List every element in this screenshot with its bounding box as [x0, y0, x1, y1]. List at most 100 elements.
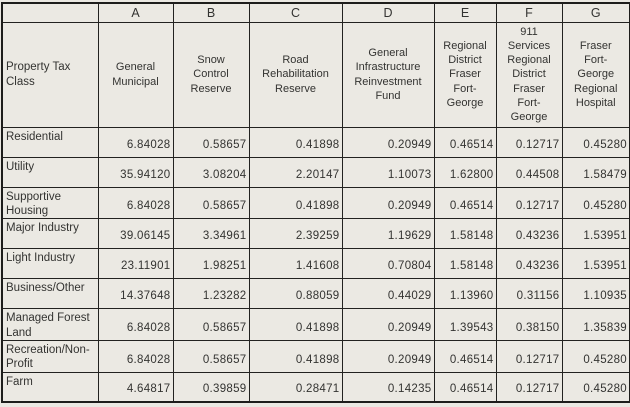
- table-cell: 0.58657: [172, 126, 250, 158]
- table-cell: 0.58657: [172, 308, 250, 342]
- table-row: Utility 35.94120 3.08204 2.20147 1.10073 1.62…: [1, 156, 630, 188]
- table-cell: 0.44508: [495, 156, 563, 188]
- table-cell: 1.10935: [561, 278, 630, 310]
- table-cell: 0.12717: [495, 126, 563, 158]
- row-label: Farm: [1, 371, 99, 403]
- column-header: 911 Services Regional District Fraser Fo…: [495, 21, 563, 128]
- table-cell: 6.84028: [97, 126, 174, 158]
- table-row: Managed Forest Land 6.84028 0.58657 0.41898…: [1, 308, 630, 342]
- table-cell: 0.28471: [248, 371, 343, 403]
- table-cell: 1.39543: [433, 308, 497, 342]
- table-cell: 6.84028: [97, 186, 174, 220]
- table-cell: 1.13960: [433, 278, 497, 310]
- table-cell: 0.20949: [341, 186, 435, 220]
- column-header: General Municipal: [97, 21, 174, 128]
- row-label: Residential: [1, 126, 99, 158]
- column-header: Snow Control Reserve: [172, 21, 250, 128]
- row-label: Supportive Housing: [1, 186, 99, 220]
- column-header-row: Property Tax Class General Municipal Snow …: [1, 21, 630, 128]
- table-cell: 0.46514: [433, 126, 497, 158]
- corner-blank-cell: [1, 2, 99, 23]
- column-header: General Infrastructure Reinvestment Fund: [341, 21, 435, 128]
- table-cell: 0.46514: [433, 340, 497, 373]
- table-cell: 1.53951: [561, 248, 630, 280]
- table-cell: 2.39259: [248, 218, 343, 250]
- column-letter: A: [97, 2, 174, 23]
- table-cell: 0.41898: [248, 186, 343, 220]
- table-cell: 0.20949: [341, 340, 435, 373]
- table-row: Farm 4.64817 0.39859 0.28471 0.14235 0.46514 0…: [1, 371, 630, 403]
- table-cell: 0.39859: [172, 371, 250, 403]
- table-cell: 2.20147: [248, 156, 343, 188]
- column-letter: D: [341, 2, 435, 23]
- table-cell: 1.53951: [561, 218, 630, 250]
- table-cell: 3.34961: [172, 218, 250, 250]
- table-cell: 0.46514: [433, 186, 497, 220]
- row-label: Utility: [1, 156, 99, 188]
- table-cell: 0.31156: [495, 278, 563, 310]
- table-cell: 0.12717: [495, 186, 563, 220]
- column-letter: F: [495, 2, 563, 23]
- column-header: Road Rehabilitation Reserve: [248, 21, 343, 128]
- table-row: Light Industry 23.11901 1.98251 1.41608 0.70…: [1, 248, 630, 280]
- table-cell: 0.43236: [495, 248, 563, 280]
- table-row: Supportive Housing 6.84028 0.58657 0.41898 0…: [1, 186, 630, 220]
- table-cell: 0.46514: [433, 371, 497, 403]
- table-cell: 0.41898: [248, 308, 343, 342]
- table-cell: 1.10073: [341, 156, 435, 188]
- table-cell: 6.84028: [97, 340, 174, 373]
- column-letter: E: [433, 2, 497, 23]
- table-cell: 0.45280: [561, 371, 630, 403]
- table-cell: 1.62800: [433, 156, 497, 188]
- table-cell: 0.12717: [495, 371, 563, 403]
- table-cell: 1.58148: [433, 218, 497, 250]
- table-cell: 3.08204: [172, 156, 250, 188]
- table-cell: 1.98251: [172, 248, 250, 280]
- table-cell: 0.20949: [341, 126, 435, 158]
- table-cell: 1.41608: [248, 248, 343, 280]
- column-header: Regional District Fraser Fort-George: [433, 21, 497, 128]
- table-cell: 39.06145: [97, 218, 174, 250]
- table-cell: 6.84028: [97, 308, 174, 342]
- table-cell: 0.43236: [495, 218, 563, 250]
- table-cell: 0.58657: [172, 340, 250, 373]
- table-cell: 1.35839: [561, 308, 630, 342]
- table-cell: 0.41898: [248, 340, 343, 373]
- table-row: Recreation/Non-Profit 6.84028 0.58657 0.418…: [1, 340, 630, 373]
- table-row: Business/Other 14.37648 1.23282 0.88059 0.44…: [1, 278, 630, 310]
- column-letter: B: [172, 2, 250, 23]
- table-cell: 0.45280: [561, 186, 630, 220]
- row-label: Managed Forest Land: [1, 308, 99, 342]
- table-cell: 14.37648: [97, 278, 174, 310]
- table-cell: 0.88059: [248, 278, 343, 310]
- row-label: Business/Other: [1, 278, 99, 310]
- table-cell: 23.11901: [97, 248, 174, 280]
- table-cell: 35.94120: [97, 156, 174, 188]
- table-cell: 0.44029: [341, 278, 435, 310]
- table-cell: 0.14235: [341, 371, 435, 403]
- column-letter: C: [248, 2, 343, 23]
- corner-header-property-tax-class: Property Tax Class: [1, 21, 99, 128]
- table-cell: 0.41898: [248, 126, 343, 158]
- table-cell: 0.45280: [561, 340, 630, 373]
- table-cell: 1.58479: [561, 156, 630, 188]
- column-letter: G: [561, 2, 630, 23]
- table-cell: 1.58148: [433, 248, 497, 280]
- table-cell: 0.45280: [561, 126, 630, 158]
- table-cell: 0.12717: [495, 340, 563, 373]
- table-row: Residential 6.84028 0.58657 0.41898 0.20949 0…: [1, 126, 630, 158]
- column-header: Fraser Fort-George Regional Hospital: [561, 21, 630, 128]
- table-cell: 0.70804: [341, 248, 435, 280]
- table-cell: 0.38150: [495, 308, 563, 342]
- table-cell: 1.23282: [172, 278, 250, 310]
- table-row: Major Industry 39.06145 3.34961 2.39259 1.19…: [1, 218, 630, 250]
- row-label: Recreation/Non-Profit: [1, 340, 99, 373]
- table-cell: 0.58657: [172, 186, 250, 220]
- table-cell: 0.20949: [341, 308, 435, 342]
- row-label: Major Industry: [1, 218, 99, 250]
- table-cell: 1.19629: [341, 218, 435, 250]
- table-cell: 4.64817: [97, 371, 174, 403]
